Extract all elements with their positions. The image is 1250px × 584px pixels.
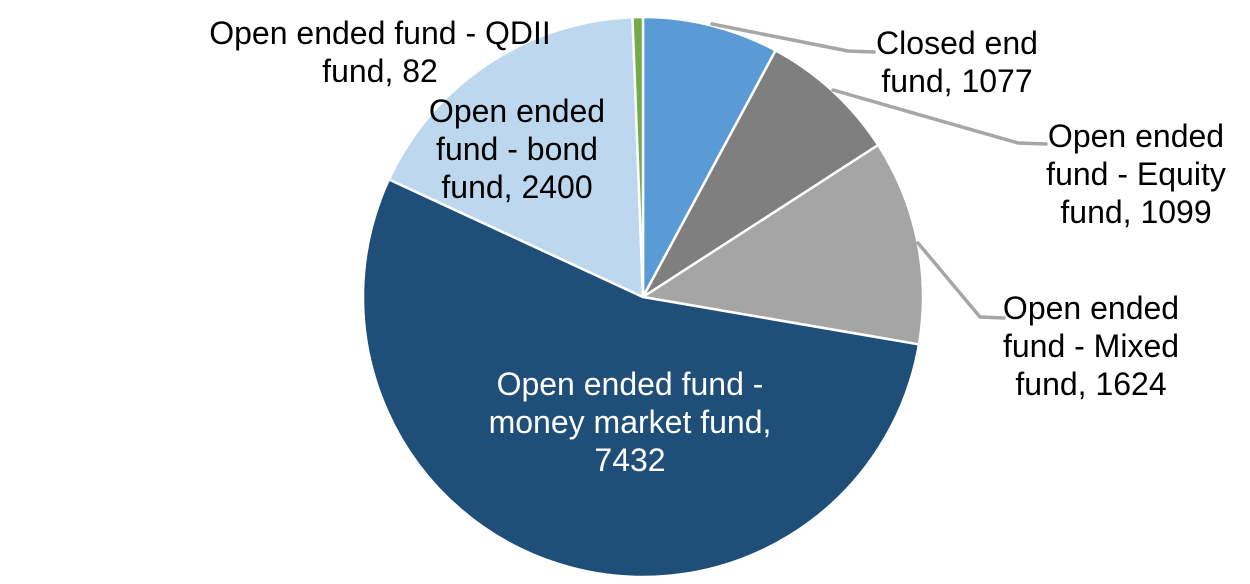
- leader-line-mixed-fund: [916, 241, 1006, 320]
- leader-line-closed-end-fund: [710, 22, 876, 54]
- data-label-mixed-fund: Open ended fund - Mixed fund, 1624: [1002, 290, 1180, 402]
- data-label-money-market-fund: Open ended fund - money market fund, 743…: [488, 366, 772, 478]
- pie-slice-qdii-fund: [631, 15, 645, 299]
- data-label-qdii-fund: Open ended fund - QDII fund, 82: [209, 15, 551, 89]
- leader-line-equity-fund: [831, 88, 1048, 146]
- data-label-bond-fund: Open ended fund - bond fund, 2400: [428, 93, 606, 205]
- pie-slice-bond-fund: [387, 15, 645, 299]
- data-label-equity-fund: Open ended fund - Equity fund, 1099: [1046, 118, 1226, 230]
- pie-slice-mixed-fund: [641, 143, 925, 346]
- pie-slice-money-market-fund: [361, 178, 921, 579]
- data-label-closed-end-fund: Closed end fund, 1077: [876, 25, 1038, 99]
